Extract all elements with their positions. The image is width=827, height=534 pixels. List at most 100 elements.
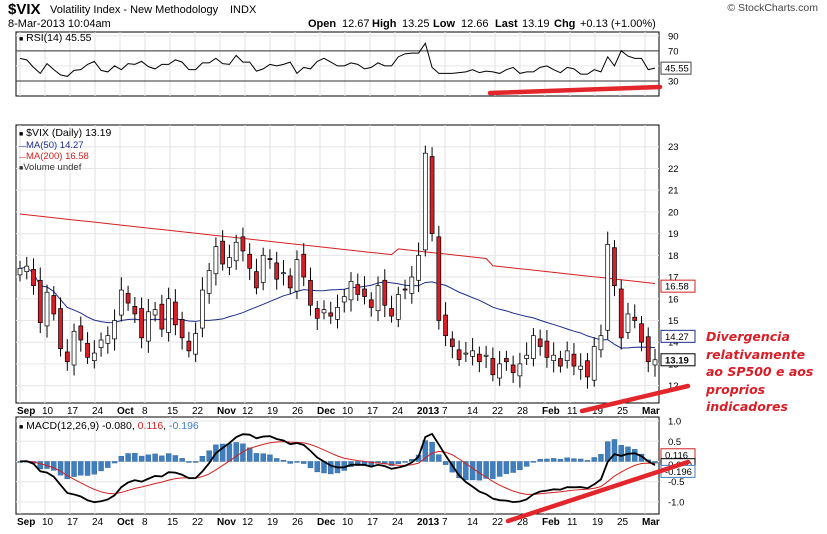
candle <box>186 340 192 352</box>
date-tick-label: 24 <box>392 406 404 417</box>
macd-histogram-bar <box>125 453 131 462</box>
candle <box>544 340 550 358</box>
macd-histogram-bar <box>530 461 537 463</box>
macd-histogram-bar <box>611 439 618 462</box>
candle <box>78 325 84 341</box>
macd-histogram-bar <box>591 457 597 462</box>
candle <box>591 346 597 381</box>
date-tick-label: 11 <box>567 517 578 528</box>
price-tick-label: 14 <box>668 338 679 349</box>
macd-histogram-bar <box>226 443 233 462</box>
quote-open: 12.67 <box>342 18 370 30</box>
candle <box>449 338 455 347</box>
date-tick-label: 22 <box>492 406 504 417</box>
macd-tick-label: 0.5 <box>668 437 681 448</box>
date-tick-label: 12 <box>242 406 254 417</box>
date-tick-label: Feb <box>542 406 560 417</box>
macd-histogram-bar <box>159 455 165 462</box>
candle <box>436 236 442 321</box>
date-tick-label: 7 <box>442 517 448 528</box>
candle <box>227 257 232 268</box>
ma200-legend: —MA(200) 16.58 <box>19 151 89 162</box>
macd-histogram-bar <box>219 443 226 462</box>
candle <box>308 279 313 306</box>
candle <box>524 354 529 359</box>
candle <box>490 358 496 376</box>
chart-symbol: $VIX <box>8 1 41 18</box>
macd-histogram-bar <box>199 456 206 462</box>
date-tick-label: 10 <box>342 517 354 528</box>
date-tick-label: Nov <box>217 406 236 417</box>
macd-histogram-bar <box>652 461 658 464</box>
macd-divergence-line <box>505 459 691 524</box>
candle <box>31 269 36 287</box>
date-tick-label: 2013 <box>417 517 440 528</box>
macd-histogram-bar <box>483 461 489 479</box>
candle <box>598 335 604 351</box>
candle <box>341 296 347 303</box>
date-tick-label: 22 <box>192 517 204 528</box>
candle <box>456 349 462 360</box>
price-tick-label: 23 <box>668 142 679 153</box>
macd-tick-label: -0.5 <box>668 477 684 488</box>
candle <box>58 308 63 350</box>
candle <box>470 350 475 357</box>
date-tick-label: 19 <box>592 406 604 417</box>
quote-last: 13.19 <box>522 18 550 30</box>
candle <box>98 339 104 348</box>
candle <box>139 308 144 339</box>
candle <box>132 306 138 315</box>
ma50-line <box>19 266 656 349</box>
candle <box>314 308 320 319</box>
date-tick-label: Oct <box>117 517 134 528</box>
date-tick-label: 15 <box>167 517 179 528</box>
macd-histogram-bar <box>368 461 374 466</box>
candle <box>558 358 563 367</box>
candle <box>37 279 43 323</box>
chart-timestamp: 8-Mar-2013 10:04am <box>8 18 111 30</box>
macd-histogram-bar <box>503 461 510 474</box>
rsi-tick-label: 30 <box>668 76 679 87</box>
macd-histogram-bar <box>395 461 401 464</box>
chart-exchange: INDX <box>230 4 257 16</box>
macd-histogram-bar <box>132 453 138 462</box>
date-tick-label: Feb <box>542 517 560 528</box>
rsi-last-label: 45.55 <box>665 64 689 75</box>
candle <box>294 259 300 292</box>
price-tick-label: 15 <box>668 316 679 327</box>
candle <box>233 241 239 262</box>
candle <box>125 292 131 304</box>
date-tick-label: Sep <box>17 406 35 417</box>
macd-histogram-bar <box>517 461 523 471</box>
candle <box>422 152 428 251</box>
date-tick-label: 19 <box>267 517 279 528</box>
candle <box>85 342 90 358</box>
candle <box>159 303 165 330</box>
rsi-divergence-line <box>487 84 663 96</box>
macd-histogram-bar <box>105 461 111 468</box>
candle <box>463 352 469 355</box>
candle <box>44 291 50 327</box>
candle <box>531 335 536 359</box>
macd-histogram-bar <box>598 454 604 462</box>
candle <box>220 240 226 265</box>
date-tick-label: 17 <box>67 517 79 528</box>
price-tick-label: 12 <box>668 381 679 392</box>
price-tick-label: 22 <box>668 164 679 175</box>
candle <box>652 359 658 366</box>
ma50-legend: —MA(50) 14.27 <box>19 140 84 151</box>
date-tick-label: 26 <box>292 517 304 528</box>
macd-histogram-bar <box>537 459 543 462</box>
candle <box>578 365 584 370</box>
date-tick-label: 15 <box>167 406 179 417</box>
date-tick-label: 14 <box>467 517 479 528</box>
candle <box>537 338 543 347</box>
macd-line <box>19 432 656 504</box>
candle <box>71 330 77 366</box>
price-tick-label: 19 <box>668 229 679 240</box>
macd-histogram-bar <box>206 450 212 462</box>
date-tick-label: Dec <box>317 406 336 417</box>
date-tick-label: 26 <box>292 406 304 417</box>
price-legend: ■ $VIX (Daily) 13.19 <box>19 127 112 139</box>
candle <box>146 311 151 342</box>
